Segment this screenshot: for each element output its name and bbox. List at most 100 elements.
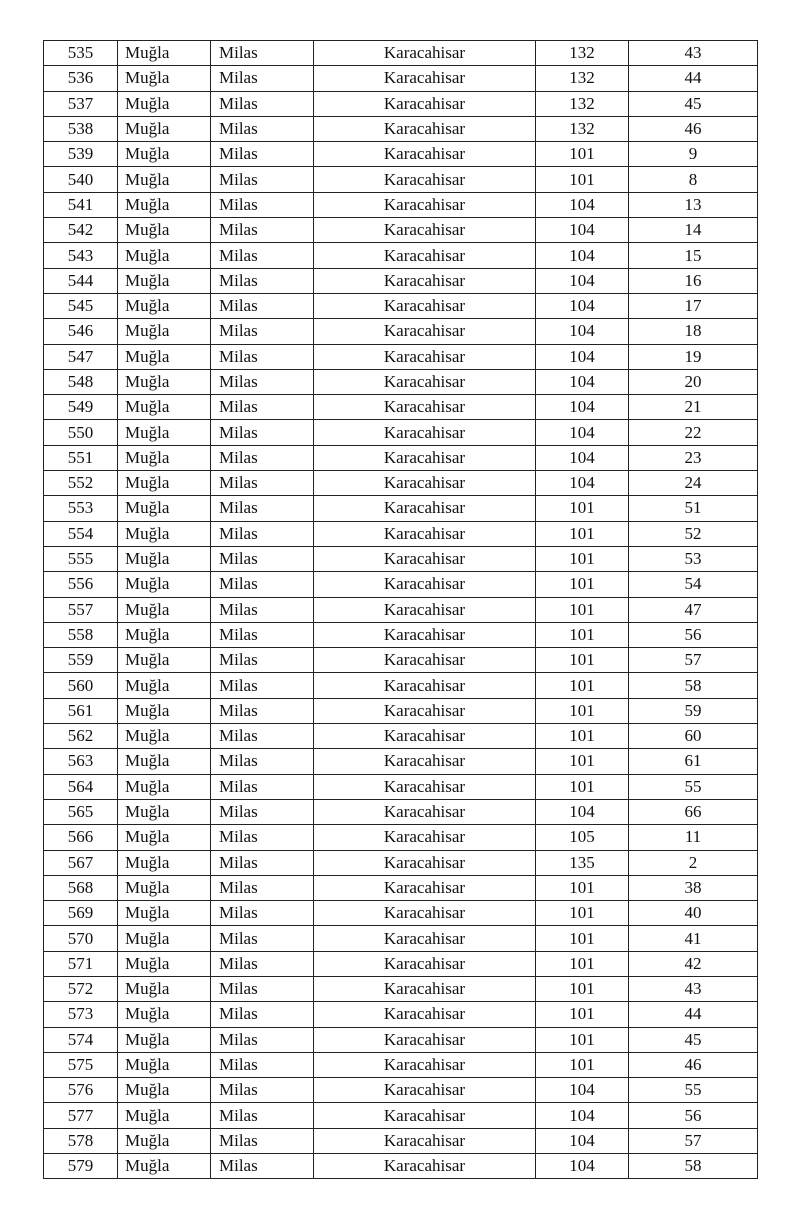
row-number-cell: 570 bbox=[43, 925, 118, 952]
row-number-cell: 542 bbox=[43, 217, 118, 244]
parcel-number-cell: 38 bbox=[628, 874, 758, 902]
neighborhood-cell: Karacahisar bbox=[313, 723, 536, 750]
parcel-number-cell: 11 bbox=[628, 824, 758, 851]
table-row: 576 Muğla Milas Karacahisar 104 55 bbox=[43, 1077, 758, 1104]
block-number-cell: 101 bbox=[535, 975, 629, 1003]
province-cell: Muğla bbox=[117, 596, 211, 623]
parcel-number-cell: 43 bbox=[628, 975, 758, 1003]
row-number-cell: 578 bbox=[43, 1127, 118, 1155]
district-cell: Milas bbox=[210, 900, 314, 927]
province-cell: Muğla bbox=[117, 520, 211, 547]
district-cell: Milas bbox=[210, 141, 314, 168]
row-number-cell: 539 bbox=[43, 141, 118, 168]
district-cell: Milas bbox=[210, 1127, 314, 1155]
district-cell: Milas bbox=[210, 697, 314, 725]
block-number-cell: 101 bbox=[535, 571, 629, 598]
neighborhood-cell: Karacahisar bbox=[313, 950, 536, 977]
parcel-number-cell: 19 bbox=[628, 343, 758, 370]
parcel-number-cell: 9 bbox=[628, 141, 758, 168]
row-number-cell: 577 bbox=[43, 1102, 118, 1129]
province-cell: Muğla bbox=[117, 1026, 211, 1053]
province-cell: Muğla bbox=[117, 1153, 211, 1180]
parcel-number-cell: 60 bbox=[628, 723, 758, 750]
row-number-cell: 575 bbox=[43, 1051, 118, 1079]
table-row: 557 Muğla Milas Karacahisar 101 47 bbox=[43, 596, 758, 623]
row-number-cell: 567 bbox=[43, 849, 118, 876]
neighborhood-cell: Karacahisar bbox=[313, 621, 536, 649]
block-number-cell: 104 bbox=[535, 368, 629, 396]
district-cell: Milas bbox=[210, 874, 314, 902]
table-row: 570 Muğla Milas Karacahisar 101 41 bbox=[43, 925, 758, 952]
block-number-cell: 101 bbox=[535, 141, 629, 168]
neighborhood-cell: Karacahisar bbox=[313, 394, 536, 421]
neighborhood-cell: Karacahisar bbox=[313, 545, 536, 573]
block-number-cell: 104 bbox=[535, 217, 629, 244]
neighborhood-cell: Karacahisar bbox=[313, 495, 536, 522]
table-row: 578 Muğla Milas Karacahisar 104 57 bbox=[43, 1127, 758, 1155]
parcel-number-cell: 20 bbox=[628, 368, 758, 396]
block-number-cell: 104 bbox=[535, 292, 629, 320]
parcel-number-cell: 14 bbox=[628, 217, 758, 244]
table-row: 538 Muğla Milas Karacahisar 132 46 bbox=[43, 115, 758, 143]
row-number-cell: 559 bbox=[43, 647, 118, 674]
province-cell: Muğla bbox=[117, 495, 211, 522]
province-cell: Muğla bbox=[117, 65, 211, 92]
neighborhood-cell: Karacahisar bbox=[313, 925, 536, 952]
table-row: 541 Muğla Milas Karacahisar 104 13 bbox=[43, 191, 758, 219]
district-cell: Milas bbox=[210, 217, 314, 244]
block-number-cell: 104 bbox=[535, 1102, 629, 1129]
table-row: 564 Muğla Milas Karacahisar 101 55 bbox=[43, 773, 758, 800]
block-number-cell: 101 bbox=[535, 672, 629, 699]
neighborhood-cell: Karacahisar bbox=[313, 318, 536, 345]
parcel-number-cell: 45 bbox=[628, 1026, 758, 1053]
table-row: 545 Muğla Milas Karacahisar 104 17 bbox=[43, 292, 758, 320]
district-cell: Milas bbox=[210, 419, 314, 446]
parcel-number-cell: 59 bbox=[628, 697, 758, 725]
parcel-number-cell: 52 bbox=[628, 520, 758, 547]
province-cell: Muğla bbox=[117, 824, 211, 851]
province-cell: Muğla bbox=[117, 419, 211, 446]
parcel-number-cell: 56 bbox=[628, 1102, 758, 1129]
neighborhood-cell: Karacahisar bbox=[313, 1102, 536, 1129]
parcel-number-cell: 44 bbox=[628, 1001, 758, 1028]
row-number-cell: 552 bbox=[43, 470, 118, 497]
district-cell: Milas bbox=[210, 1153, 314, 1180]
province-cell: Muğla bbox=[117, 621, 211, 649]
block-number-cell: 101 bbox=[535, 545, 629, 573]
block-number-cell: 101 bbox=[535, 495, 629, 522]
row-number-cell: 543 bbox=[43, 242, 118, 269]
district-cell: Milas bbox=[210, 1051, 314, 1079]
parcel-number-cell: 24 bbox=[628, 470, 758, 497]
block-number-cell: 132 bbox=[535, 90, 629, 117]
district-cell: Milas bbox=[210, 292, 314, 320]
block-number-cell: 101 bbox=[535, 925, 629, 952]
neighborhood-cell: Karacahisar bbox=[313, 824, 536, 851]
district-cell: Milas bbox=[210, 925, 314, 952]
block-number-cell: 104 bbox=[535, 394, 629, 421]
district-cell: Milas bbox=[210, 723, 314, 750]
district-cell: Milas bbox=[210, 166, 314, 193]
province-cell: Muğla bbox=[117, 798, 211, 826]
province-cell: Muğla bbox=[117, 849, 211, 876]
district-cell: Milas bbox=[210, 647, 314, 674]
district-cell: Milas bbox=[210, 90, 314, 117]
district-cell: Milas bbox=[210, 115, 314, 143]
block-number-cell: 132 bbox=[535, 39, 629, 67]
block-number-cell: 104 bbox=[535, 798, 629, 826]
table-row: 568 Muğla Milas Karacahisar 101 38 bbox=[43, 874, 758, 902]
district-cell: Milas bbox=[210, 368, 314, 396]
district-cell: Milas bbox=[210, 39, 314, 67]
province-cell: Muğla bbox=[117, 748, 211, 775]
district-cell: Milas bbox=[210, 444, 314, 472]
table-row: 555 Muğla Milas Karacahisar 101 53 bbox=[43, 545, 758, 573]
table-row: 569 Muğla Milas Karacahisar 101 40 bbox=[43, 900, 758, 927]
table-row: 560 Muğla Milas Karacahisar 101 58 bbox=[43, 672, 758, 699]
neighborhood-cell: Karacahisar bbox=[313, 1077, 536, 1104]
parcel-number-cell: 15 bbox=[628, 242, 758, 269]
row-number-cell: 537 bbox=[43, 90, 118, 117]
district-cell: Milas bbox=[210, 65, 314, 92]
block-number-cell: 101 bbox=[535, 520, 629, 547]
province-cell: Muğla bbox=[117, 950, 211, 977]
parcel-number-cell: 55 bbox=[628, 1077, 758, 1104]
district-cell: Milas bbox=[210, 621, 314, 649]
